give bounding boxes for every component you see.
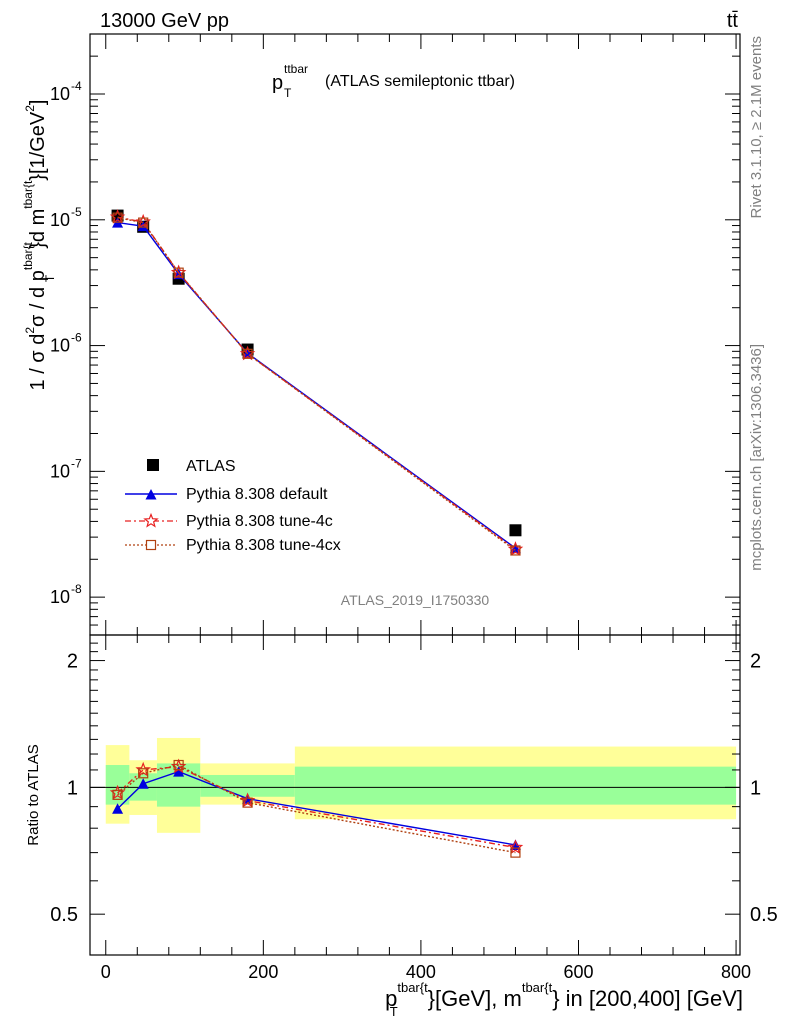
ratio-uncertainty-bands (105, 737, 737, 833)
y-tick-label: 10 (50, 84, 70, 104)
ratio-marker-2 (138, 768, 149, 779)
ratio-marker-2 (173, 759, 184, 771)
legend: ATLAS Pythia 8.308 default Pythia 8.308 … (125, 458, 341, 554)
green-band (294, 766, 737, 805)
y-tick-exponent: -7 (71, 456, 82, 470)
x-tick-label: 800 (721, 962, 751, 982)
ratio-y-tick-label-right: 2 (750, 651, 761, 673)
ratio-line-2 (117, 764, 516, 854)
main-marker-3 (138, 217, 149, 228)
y-tick-exponent: -6 (71, 331, 82, 345)
ratio-y-axis-label: Ratio to ATLAS (25, 744, 42, 845)
y-tick-exponent: -4 (71, 79, 82, 93)
x-tick-label: 600 (563, 962, 593, 982)
main-marker-3 (242, 348, 253, 359)
mcplots-label: mcplots.cern.ch [arXiv:1306.3436] (748, 344, 765, 571)
x-tick-label: 200 (248, 962, 278, 982)
x-tick-label: 400 (406, 962, 436, 982)
ratio-marker-0 (173, 766, 185, 777)
main-marker-0 (509, 524, 522, 537)
ratio-marker-2 (510, 847, 521, 858)
ratio-series (109, 758, 524, 858)
y-tick-label: 10 (50, 210, 70, 230)
main-line-3 (117, 216, 516, 552)
title-text: (ATLAS semileptonic ttbar) (325, 73, 515, 90)
legend-tune4cx-label: Pythia 8.308 tune-4cx (186, 537, 341, 554)
legend-default-label: Pythia 8.308 default (186, 486, 328, 503)
ratio-axis-ticks: 0 200 400 600 800 0.5 0.5 1 1 2 2 (50, 634, 778, 982)
analysis-watermark: ATLAS_2019_I1750330 (341, 592, 490, 608)
y-tick-label: 10 (50, 587, 70, 607)
ratio-y-tick-label-right: 0.5 (750, 904, 778, 926)
ratio-y-tick-label: 1 (67, 777, 78, 799)
rivet-label: Rivet 3.1.10, ≥ 2.1M events (748, 36, 765, 219)
title-sup: ttbar (284, 62, 308, 76)
ratio-line-1 (117, 765, 516, 849)
energy-label: 13000 GeV pp (100, 10, 229, 32)
main-marker-3 (173, 267, 184, 278)
plot-title: p ttbar T (ATLAS semileptonic ttbar) (272, 62, 515, 100)
ratio-marker-0 (112, 803, 124, 814)
ratio-y-tick-label-right: 1 (750, 777, 761, 799)
ratio-marker-2 (112, 789, 123, 800)
ratio-y-tick-label: 2 (67, 651, 78, 673)
y-tick-exponent: -5 (71, 205, 82, 219)
x-axis-label: ptbar{t T}[GeV], mtbar{t} in [200,400] [G… (385, 980, 743, 1019)
legend-atlas-label: ATLAS (186, 458, 236, 475)
main-marker-3 (510, 545, 521, 556)
y-tick-label: 10 (50, 461, 70, 481)
green-band (200, 774, 295, 797)
y-tick-label: 10 (50, 336, 70, 356)
ratio-marker-2 (242, 797, 253, 808)
legend-atlas-marker (147, 459, 159, 471)
main-series (109, 208, 524, 556)
main-marker-3 (112, 212, 123, 223)
legend-tune4c-label: Pythia 8.308 tune-4c (186, 513, 333, 530)
legend-default-marker (145, 489, 157, 500)
process-label: tt̄ (727, 10, 739, 32)
ratio-panel-frame (89, 634, 741, 956)
x-tick-label: 0 (101, 962, 111, 982)
title-sub: T (284, 86, 292, 100)
ratio-marker-1 (507, 839, 524, 855)
svg-text:ptbar{tT}[GeV], mtbar{t} in [2: ptbar{t T}[GeV], mtbar{t} in [200,400] [G… (385, 980, 743, 1019)
main-marker-1 (137, 220, 149, 232)
ratio-marker-0 (137, 778, 149, 789)
main-axis-ticks: 10-810-710-610-510-4 (50, 34, 740, 955)
ratio-y-tick-label: 0.5 (50, 904, 78, 926)
title-p: p (272, 72, 283, 94)
legend-tune4cx-marker (145, 539, 157, 551)
legend-tune4c-marker (143, 512, 159, 528)
y-tick-exponent: -8 (71, 582, 82, 596)
